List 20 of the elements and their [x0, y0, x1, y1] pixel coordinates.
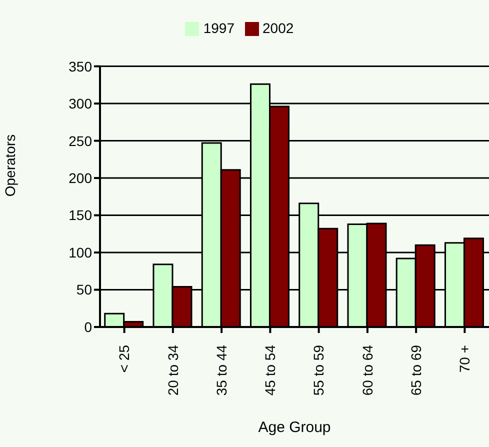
y-tick-label: 250	[68, 132, 92, 149]
y-tick-label: 100	[68, 244, 92, 260]
y-tick-label: 50	[76, 282, 92, 298]
y-tick-label: 0	[84, 318, 92, 335]
x-tick-label: 20 to 34	[164, 344, 181, 396]
x-axis-title: Age Group	[258, 419, 331, 436]
y-tick-label: 200	[68, 170, 92, 186]
x-tick-label: 65 to 69	[408, 344, 424, 396]
y-tick-label: 350	[68, 58, 92, 74]
x-tick-label: 55 to 59	[310, 344, 327, 396]
x-tick-label: 70 +	[456, 345, 473, 373]
x-tick-label: 45 to 54	[262, 344, 278, 396]
legend-label: 1997	[203, 20, 234, 36]
legend-label: 2002	[262, 20, 294, 36]
x-tick-label: < 25	[116, 344, 132, 373]
x-tick-label: 60 to 64	[359, 344, 376, 396]
y-axis-title: Operators	[2, 134, 18, 197]
y-tick-label: 150	[68, 207, 92, 224]
y-tick-label: 300	[68, 96, 92, 112]
x-tick-label: 35 to 44	[213, 344, 230, 396]
